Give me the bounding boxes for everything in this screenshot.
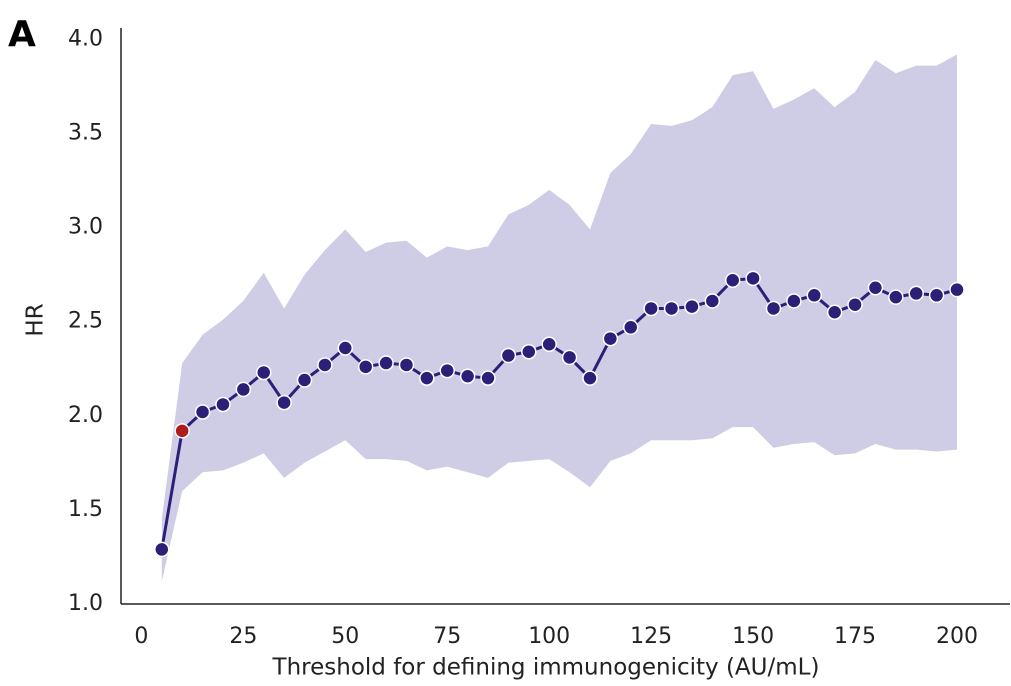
point xyxy=(459,368,476,384)
point xyxy=(949,281,965,298)
point xyxy=(480,370,496,386)
y-tick-label: 3.0 xyxy=(68,215,103,240)
x-tick-label: 25 xyxy=(229,624,257,649)
point xyxy=(704,293,721,309)
point xyxy=(276,394,292,411)
point xyxy=(745,270,761,287)
x-axis-label: Threshold for defining immunogenicity (A… xyxy=(272,655,820,681)
point xyxy=(174,423,190,439)
point xyxy=(867,280,884,296)
confidence-band xyxy=(161,54,958,582)
y-axis-label: HR xyxy=(23,303,49,336)
point xyxy=(235,381,252,398)
point xyxy=(684,298,700,315)
point xyxy=(724,272,741,288)
point xyxy=(582,370,598,386)
point xyxy=(541,336,557,352)
point xyxy=(296,372,313,388)
x-tick-label: 100 xyxy=(528,624,570,649)
point xyxy=(521,344,537,360)
point xyxy=(826,304,843,320)
x-tick-label: 150 xyxy=(732,624,774,649)
panel-label: A xyxy=(8,14,36,55)
point xyxy=(928,287,945,304)
point xyxy=(786,293,802,309)
x-tick-label: 75 xyxy=(433,624,461,649)
y-tick-label: 3.5 xyxy=(68,120,103,145)
line xyxy=(160,276,958,550)
x-tick-label: 0 xyxy=(134,624,148,649)
point xyxy=(500,347,517,364)
y-tick-label: 2.5 xyxy=(68,309,103,334)
point xyxy=(215,396,231,413)
point xyxy=(255,364,272,381)
point xyxy=(357,359,374,375)
x-tick-label: 50 xyxy=(331,624,359,649)
point xyxy=(154,541,170,558)
point xyxy=(317,357,333,373)
point xyxy=(806,287,823,304)
point xyxy=(643,300,659,317)
point xyxy=(194,404,211,420)
point xyxy=(419,370,435,386)
point xyxy=(398,357,415,373)
point xyxy=(561,349,578,366)
y-tick-label: 1.5 xyxy=(68,497,103,522)
point xyxy=(765,300,782,317)
x-tick-label: 125 xyxy=(630,624,672,649)
x-tick-label: 175 xyxy=(834,624,876,649)
point xyxy=(378,355,394,371)
point xyxy=(888,289,904,305)
y-tick-label: 4.0 xyxy=(68,26,103,51)
point xyxy=(663,300,680,317)
x-tick-label: 200 xyxy=(936,624,978,649)
y-tick-label: 2.0 xyxy=(68,403,103,428)
point xyxy=(337,340,354,356)
point xyxy=(908,285,924,302)
point xyxy=(439,362,455,379)
point xyxy=(847,296,863,313)
point xyxy=(622,319,639,336)
y-tick-label: 1.0 xyxy=(68,591,103,616)
point xyxy=(602,330,619,347)
